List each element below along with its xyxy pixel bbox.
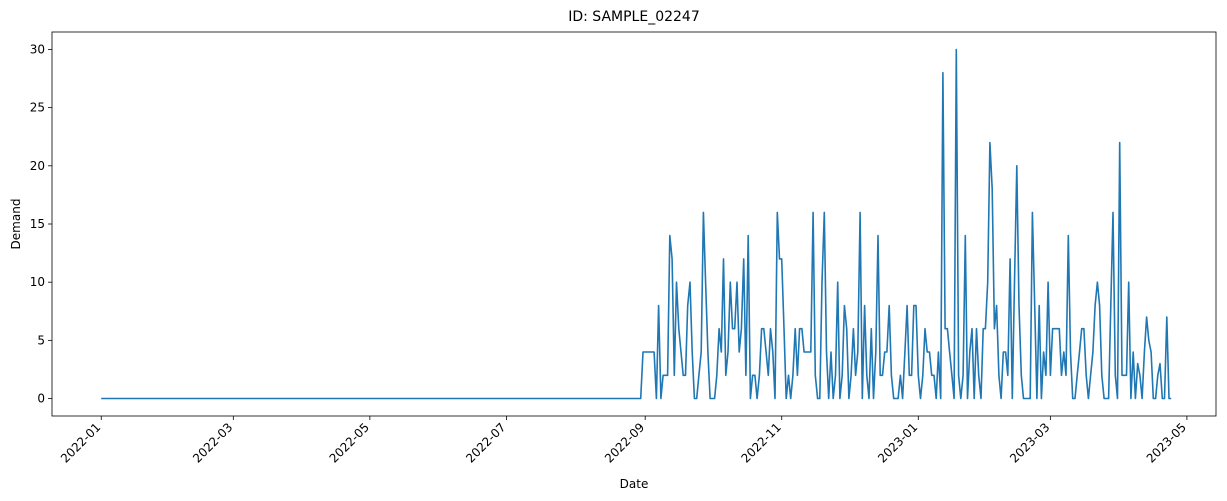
- y-axis-label: Demand: [9, 199, 23, 250]
- x-axis-label: Date: [620, 477, 649, 491]
- y-tick-label: 15: [30, 217, 45, 231]
- plot-frame: [51, 31, 1217, 417]
- y-tick-label: 10: [30, 275, 45, 289]
- y-tick-label: 0: [37, 392, 45, 406]
- y-tick-label: 5: [37, 333, 45, 347]
- y-axis: 0 5 10 15 20 25 30: [30, 42, 52, 406]
- plot-area: [101, 48, 1172, 400]
- y-tick-label: 20: [30, 159, 45, 173]
- series-line: [101, 48, 1172, 400]
- y-tick-label: 25: [30, 101, 45, 115]
- y-tick-label: 30: [30, 42, 45, 56]
- chart-title: ID: SAMPLE_02247: [568, 9, 700, 25]
